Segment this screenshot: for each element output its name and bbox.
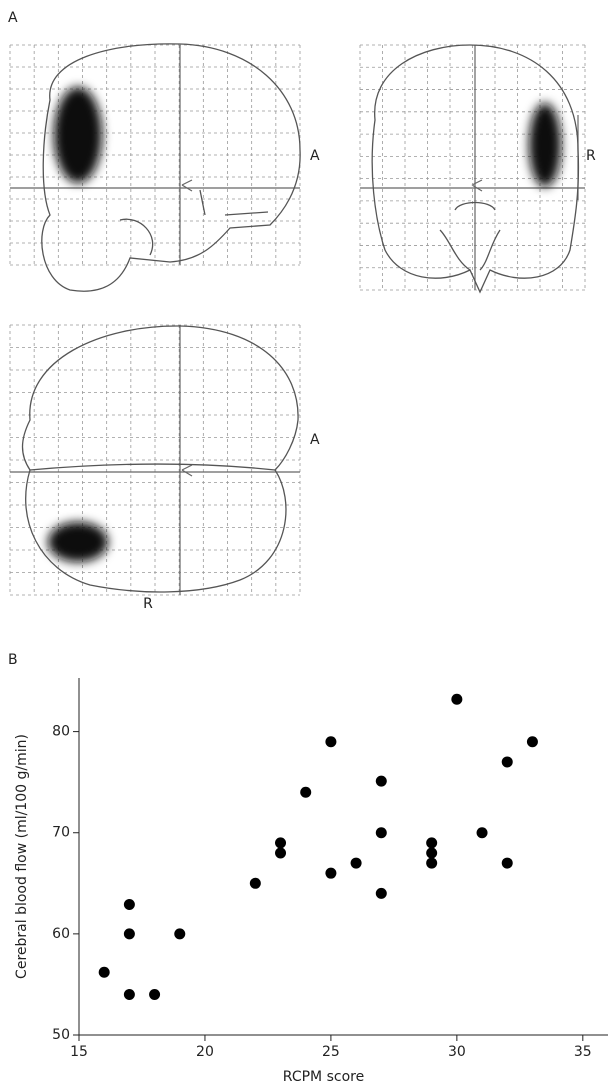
activation-blob bbox=[48, 522, 108, 562]
data-point bbox=[501, 857, 513, 869]
y-tick-label: 60 bbox=[52, 926, 70, 942]
data-point bbox=[526, 736, 538, 748]
y-tick-label: 80 bbox=[52, 724, 70, 740]
brain-images: A R A R bbox=[9, 43, 596, 612]
y-tick-label: 70 bbox=[52, 825, 70, 841]
data-point bbox=[275, 837, 287, 849]
y-tick-label: 50 bbox=[52, 1027, 70, 1043]
x-tick-label: 25 bbox=[322, 1044, 340, 1060]
data-point bbox=[98, 966, 110, 978]
activation-blob bbox=[529, 103, 561, 187]
data-point bbox=[123, 989, 135, 1001]
panel-label: A bbox=[8, 10, 18, 26]
data-point bbox=[275, 847, 287, 859]
data-point bbox=[350, 857, 362, 869]
data-point bbox=[426, 837, 438, 849]
data-point bbox=[300, 786, 312, 798]
brain-outline bbox=[21, 325, 299, 593]
brain-outline bbox=[371, 44, 580, 294]
data-point bbox=[375, 887, 387, 899]
data-point bbox=[123, 899, 135, 911]
y-axis-label: Cerebral blood flow (ml/100 g/min) bbox=[14, 734, 30, 979]
activation-blob bbox=[54, 87, 102, 183]
data-point bbox=[451, 693, 463, 705]
data-point bbox=[426, 847, 438, 859]
data-point bbox=[174, 928, 186, 940]
data-point bbox=[426, 857, 438, 869]
data-point bbox=[123, 928, 135, 940]
x-tick-label: 35 bbox=[574, 1044, 592, 1060]
x-tick-label: 15 bbox=[70, 1044, 88, 1060]
orientation-label: A bbox=[310, 432, 320, 448]
data-point bbox=[325, 736, 337, 748]
x-tick-label: 30 bbox=[448, 1044, 466, 1060]
x-axis-label: RCPM score bbox=[283, 1069, 364, 1085]
data-point bbox=[501, 756, 513, 768]
x-tick-label: 20 bbox=[196, 1044, 214, 1060]
panel-label: B bbox=[8, 652, 18, 668]
data-point bbox=[375, 827, 387, 839]
data-point bbox=[476, 827, 488, 839]
orientation-label: R bbox=[143, 596, 153, 612]
data-point bbox=[375, 775, 387, 787]
orientation-label: R bbox=[586, 148, 596, 164]
brain-outline bbox=[41, 43, 301, 292]
orientation-label: A bbox=[310, 148, 320, 164]
data-point bbox=[249, 877, 261, 889]
data-point bbox=[325, 867, 337, 879]
data-point bbox=[149, 989, 161, 1001]
